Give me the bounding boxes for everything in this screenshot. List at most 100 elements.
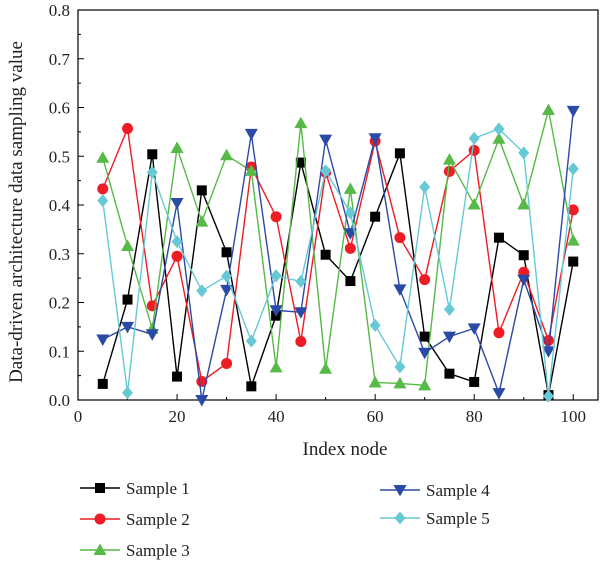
data-point: [196, 284, 208, 298]
data-point: [518, 146, 530, 160]
data-point: [370, 211, 381, 222]
legend-marker: [394, 511, 406, 525]
data-point: [269, 305, 283, 317]
series-line: [102, 110, 574, 401]
data-point: [469, 376, 480, 387]
data-point: [294, 116, 308, 129]
data-point: [542, 389, 554, 403]
data-point: [319, 362, 333, 374]
data-point: [393, 284, 407, 296]
legend-label: Sample 3: [126, 541, 190, 560]
y-axis-label: Data-driven architecture data sampling v…: [6, 41, 27, 383]
data-point: [221, 269, 233, 283]
data-point: [122, 122, 134, 134]
data-point: [320, 249, 331, 260]
data-point: [121, 321, 135, 334]
series-line: [102, 150, 574, 396]
legend-marker: [94, 513, 106, 525]
data-point: [246, 381, 257, 392]
legend-marker: [93, 543, 107, 555]
series-2: [97, 122, 579, 387]
data-point: [96, 334, 110, 347]
data-point: [467, 198, 481, 210]
y-tick-label: 0.5: [49, 147, 70, 166]
y-tick-label: 0.1: [49, 342, 70, 361]
legend-label: Sample 4: [426, 481, 490, 500]
data-point: [419, 274, 431, 286]
data-point: [145, 329, 159, 341]
series-line: [102, 125, 574, 383]
legend-item-4: Sample 4: [380, 481, 490, 500]
data-point: [493, 232, 504, 243]
data-point: [368, 375, 382, 388]
data-point: [170, 141, 184, 153]
data-point: [344, 206, 356, 220]
x-tick-label: 40: [268, 407, 285, 426]
data-point: [541, 103, 555, 115]
data-point: [568, 256, 579, 267]
data-point: [493, 122, 505, 136]
data-point: [343, 182, 357, 194]
data-point: [442, 153, 456, 165]
data-point: [541, 346, 555, 358]
data-point: [220, 148, 234, 161]
x-axis-label: Index node: [303, 439, 388, 460]
data-point: [443, 302, 455, 316]
data-point: [244, 164, 258, 176]
data-point: [394, 360, 406, 374]
data-point: [518, 250, 529, 261]
y-tick-label: 0.8: [49, 1, 70, 20]
legend-label: Sample 5: [426, 509, 490, 528]
data-point: [270, 269, 282, 283]
data-point: [171, 235, 183, 249]
data-point: [320, 164, 332, 178]
data-point: [220, 284, 234, 297]
x-axis-ticks: 0 20 40 60 80 100: [74, 394, 586, 426]
data-point: [195, 215, 209, 227]
data-point: [393, 376, 407, 389]
data-point: [146, 165, 158, 179]
y-tick-label: 0.0: [49, 391, 70, 410]
data-point: [319, 134, 333, 147]
data-point: [172, 371, 183, 382]
legend-item-2: Sample 2: [80, 510, 190, 529]
series-line: [102, 109, 574, 387]
data-point: [196, 185, 207, 196]
data-point: [368, 133, 382, 145]
data-point: [295, 157, 306, 168]
data-point: [467, 323, 481, 335]
y-tick-label: 0.7: [49, 50, 71, 69]
data-point: [170, 198, 184, 210]
data-point: [418, 378, 432, 391]
data-point: [171, 250, 183, 262]
y-tick-label: 0.3: [49, 245, 70, 264]
data-point: [294, 307, 308, 319]
legend-marker: [95, 483, 105, 493]
data-point: [444, 368, 455, 379]
data-point: [468, 144, 480, 156]
data-point: [566, 234, 580, 246]
y-tick-label: 0.4: [49, 196, 71, 215]
data-point: [270, 211, 282, 223]
data-point: [394, 232, 406, 244]
data-point: [493, 327, 505, 339]
series-layer: [96, 103, 580, 407]
data-point: [567, 162, 579, 176]
data-point: [122, 294, 133, 305]
data-point: [567, 204, 579, 216]
data-point: [97, 194, 109, 208]
data-point: [245, 334, 257, 348]
y-tick-label: 0.2: [49, 294, 70, 313]
data-point: [345, 276, 356, 287]
data-point: [517, 274, 531, 287]
data-point: [295, 275, 307, 289]
data-point: [295, 336, 307, 347]
data-point: [369, 318, 381, 332]
series-3: [96, 103, 580, 391]
data-point: [492, 388, 506, 400]
data-point: [442, 331, 456, 344]
data-point: [492, 132, 506, 144]
legend-marker: [393, 485, 407, 497]
y-axis-ticks: 0.0 0.1 0.2 0.3 0.4 0.5 0.6 0.7 0.8: [49, 1, 84, 410]
